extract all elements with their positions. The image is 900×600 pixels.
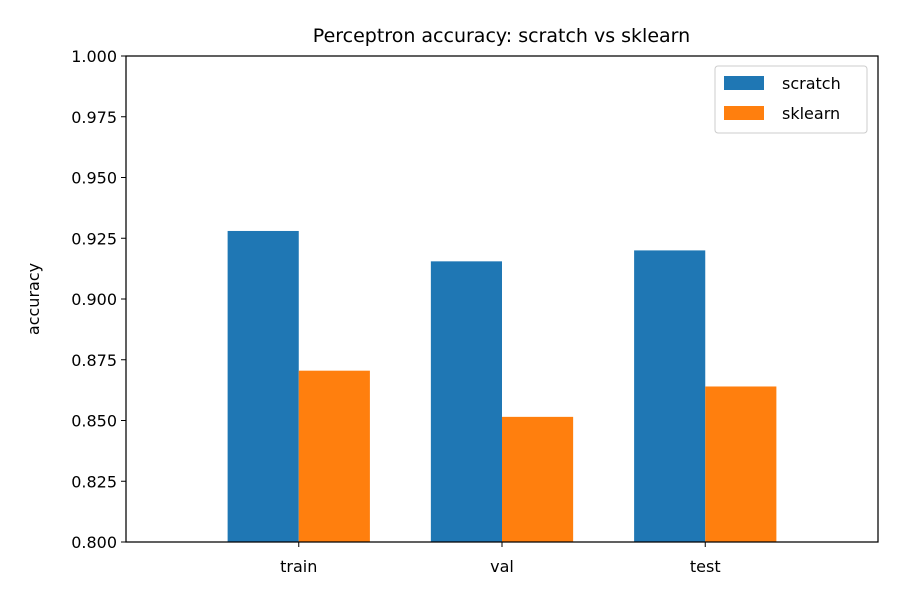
y-tick-label: 0.800 [71, 533, 117, 552]
legend-swatch-scratch [724, 76, 764, 90]
x-tick-label: val [490, 557, 514, 576]
bar-scratch-train [227, 230, 299, 542]
bar-sklearn-train [298, 370, 370, 542]
x-tick-label: test [690, 557, 721, 576]
y-tick-label: 0.900 [71, 290, 117, 309]
chart-title: Perceptron accuracy: scratch vs sklearn [313, 25, 690, 47]
legend-label-scratch: scratch [782, 74, 841, 93]
y-tick-label: 0.850 [71, 412, 117, 431]
y-tick-label: 1.000 [71, 47, 117, 66]
bar-sklearn-val [502, 416, 574, 542]
bar-scratch-test [634, 250, 706, 542]
y-tick-label: 0.825 [71, 472, 117, 491]
x-axis: train val test [280, 542, 721, 576]
y-tick-label: 0.950 [71, 169, 117, 188]
y-axis-label: accuracy [24, 263, 43, 335]
legend-swatch-sklearn [724, 106, 764, 120]
legend-label-sklearn: sklearn [782, 104, 840, 123]
bar-sklearn-test [705, 386, 777, 542]
y-axis: 0.800 0.825 0.850 0.875 0.900 0.925 0.950 0.975… [71, 47, 126, 552]
x-tick-label: train [280, 557, 317, 576]
bars-group [227, 230, 777, 542]
y-tick-label: 0.975 [71, 108, 117, 127]
y-tick-label: 0.925 [71, 229, 117, 248]
bar-scratch-val [430, 261, 502, 542]
y-tick-label: 0.875 [71, 351, 117, 370]
legend: scratch sklearn [714, 65, 868, 134]
